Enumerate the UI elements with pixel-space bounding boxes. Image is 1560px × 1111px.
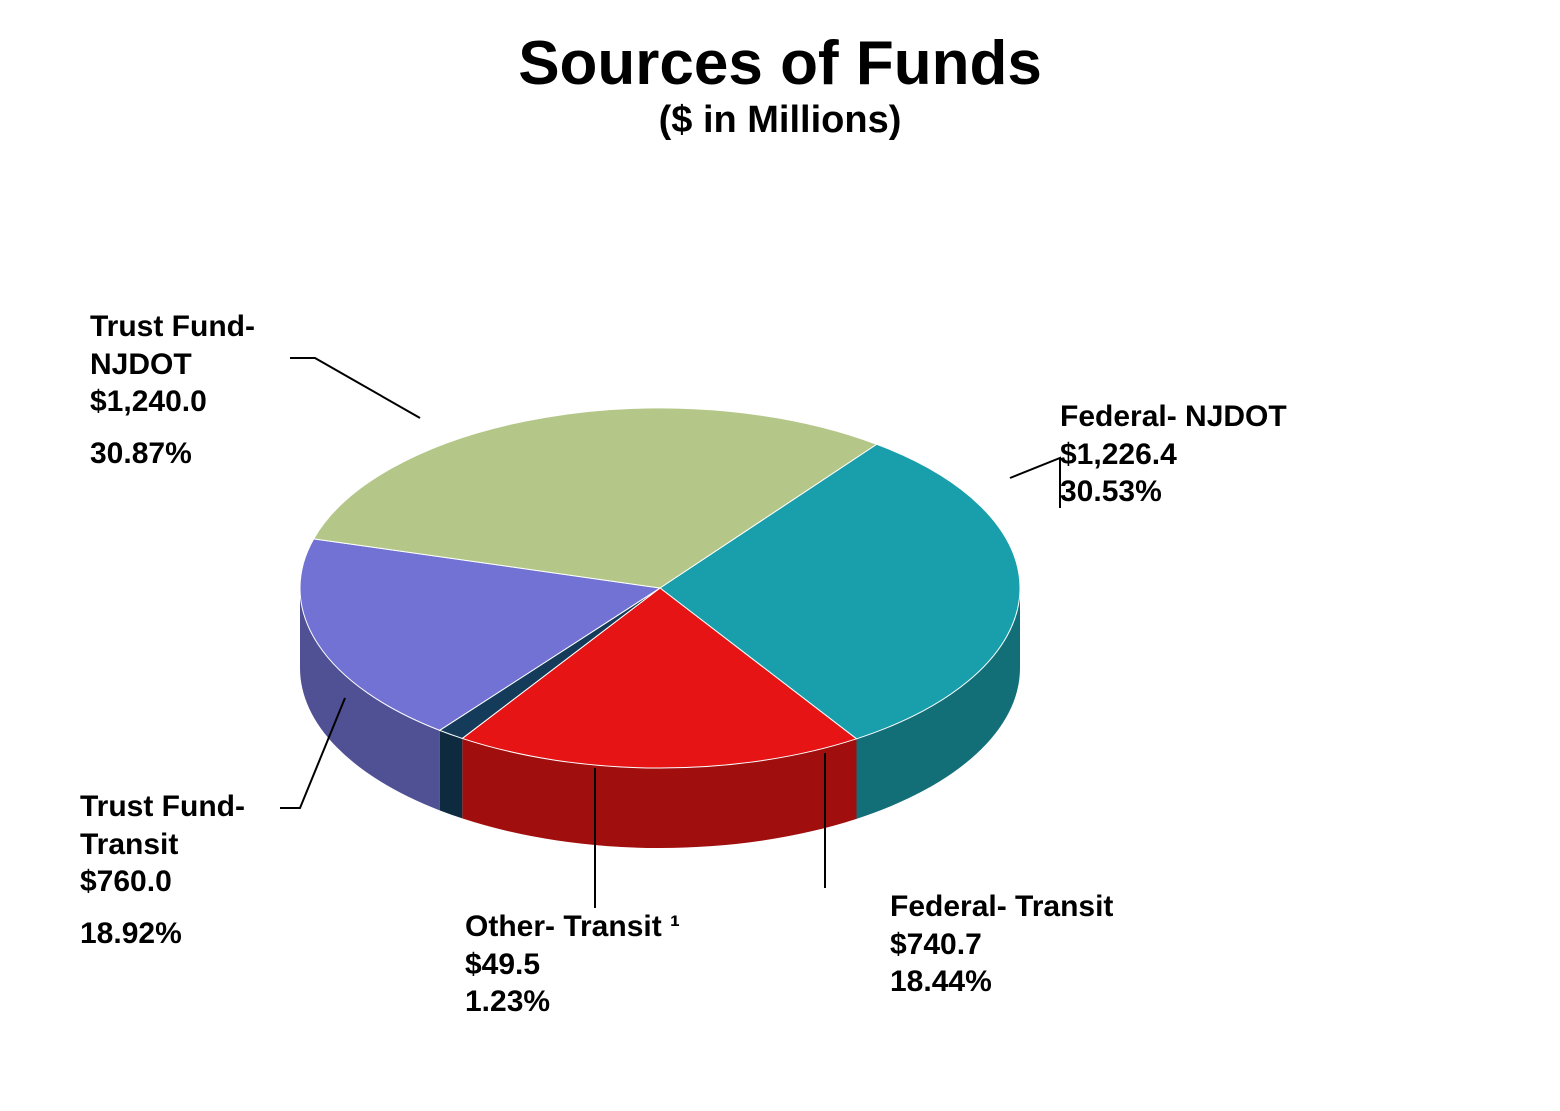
slice-label-line: 18.44%: [890, 963, 1113, 1001]
slice-label-line: Federal- NJDOT: [1060, 398, 1287, 436]
slice-label-line: Other- Transit ¹: [465, 908, 680, 946]
chart-container: Sources of Funds ($ in Millions) Federal…: [0, 28, 1560, 1111]
slice-label-trust-fund-transit: Trust Fund-Transit$760.0 18.92%: [80, 788, 245, 952]
slice-label-line: $1,226.4: [1060, 436, 1287, 474]
slice-label-line: 1.23%: [465, 983, 680, 1021]
slice-label-federal-njdot: Federal- NJDOT$1,226.430.53%: [1060, 398, 1287, 511]
leader-line: [290, 358, 420, 418]
pie-side: [440, 730, 463, 818]
slice-label-line: $740.7: [890, 926, 1113, 964]
leader-line: [1010, 458, 1060, 508]
slice-label-trust-fund-njdot: Trust Fund-NJDOT$1,240.0 30.87%: [90, 308, 255, 472]
slice-label-line: Trust Fund-: [80, 788, 245, 826]
slice-label-other-transit: Other- Transit ¹$49.51.23%: [465, 908, 680, 1021]
slice-label-line: Federal- Transit: [890, 888, 1113, 926]
slice-label-line: 18.92%: [80, 915, 245, 953]
slice-label-line: $760.0: [80, 863, 245, 901]
slice-label-line: 30.53%: [1060, 473, 1287, 511]
slice-label-line: NJDOT: [90, 346, 255, 384]
slice-label-line: $1,240.0: [90, 383, 255, 421]
slice-label-line: Trust Fund-: [90, 308, 255, 346]
slice-label-line: 30.87%: [90, 435, 255, 473]
slice-label-line: $49.5: [465, 946, 680, 984]
slice-label-line: Transit: [80, 826, 245, 864]
slice-label-federal-transit: Federal- Transit$740.718.44%: [890, 888, 1113, 1001]
